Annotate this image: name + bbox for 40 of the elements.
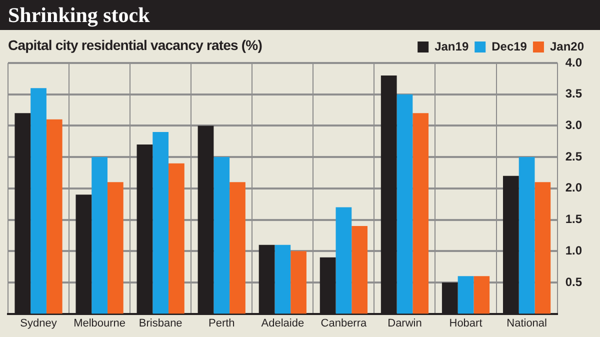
bar: [518, 157, 535, 314]
chart-subtitle: Capital city residential vacancy rates (%): [8, 37, 262, 53]
y-tick-label: 3.0: [565, 118, 582, 132]
y-tick-label: 4.0: [565, 55, 582, 70]
bar: [107, 182, 124, 314]
bar: [92, 157, 108, 314]
y-tick-label: 0.5: [565, 274, 582, 289]
bar: [474, 276, 490, 314]
y-tick-label: 2.0: [565, 180, 582, 195]
bar: [336, 207, 352, 314]
bar: [46, 119, 62, 314]
bar: [534, 182, 551, 314]
legend-label: Jan20: [550, 39, 584, 54]
bar: [274, 244, 291, 314]
bar: [290, 251, 306, 314]
bar: [458, 276, 474, 314]
legend-label: Jan19: [434, 39, 469, 54]
bar: [168, 163, 184, 314]
bar: [230, 182, 246, 314]
bar: [214, 157, 230, 314]
chart-title: Shrinking stock: [0, 0, 600, 30]
y-tick-label: 3.5: [565, 86, 582, 101]
bar: [30, 88, 46, 314]
y-tick-label: 1.0: [565, 243, 582, 258]
bar: [352, 226, 368, 314]
bar: [396, 94, 413, 314]
x-tick-label: Canberra: [320, 317, 368, 330]
bar: [152, 132, 169, 314]
y-tick-label: 1.5: [565, 212, 582, 226]
legend-label: Dec19: [492, 39, 528, 54]
x-tick-label: Adelaide: [261, 317, 304, 330]
x-tick-label: Melbourne: [74, 317, 126, 330]
x-tick-label: Hobart: [449, 317, 482, 330]
x-tick-label: National: [506, 317, 547, 330]
x-tick-label: Sydney: [20, 317, 58, 330]
x-tick-label: Darwin: [388, 317, 422, 330]
x-tick-label: Perth: [208, 317, 235, 330]
y-tick-label: 2.5: [565, 149, 582, 164]
bar: [412, 113, 429, 314]
x-tick-label: Brisbane: [138, 317, 182, 330]
